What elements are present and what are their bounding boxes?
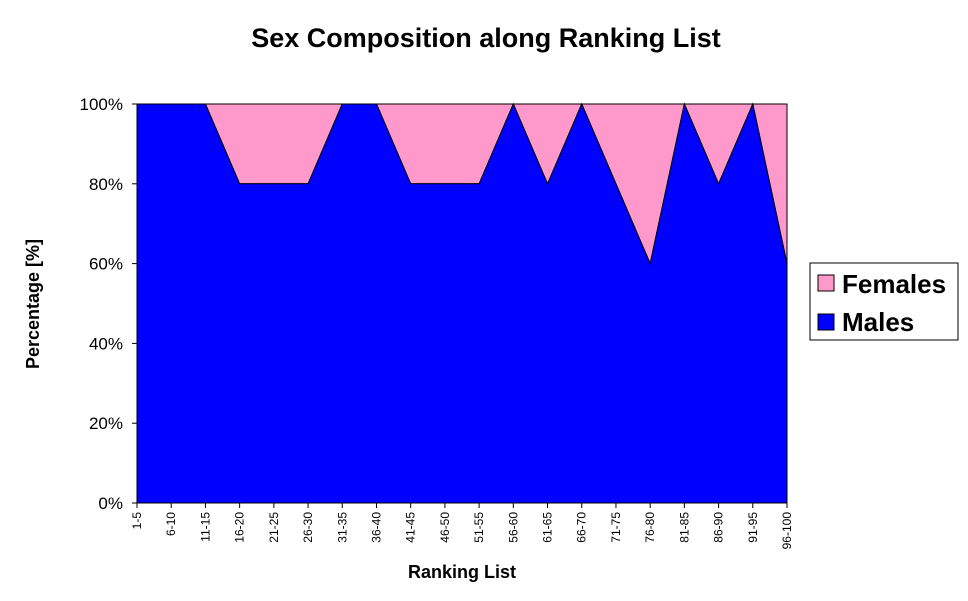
legend-label-males: Males <box>842 307 914 337</box>
legend-swatch-males <box>817 313 835 331</box>
legend-swatch-females <box>817 274 835 292</box>
y-tick-label: 100% <box>80 95 123 114</box>
x-tick-label: 26-30 <box>301 512 315 543</box>
x-tick-label: 36-40 <box>369 512 383 543</box>
legend-label-females: Females <box>842 269 946 299</box>
x-tick-label: 56-60 <box>506 512 520 543</box>
x-tick-label: 81-85 <box>677 512 691 543</box>
x-tick-label: 76-80 <box>643 512 657 543</box>
y-tick-label: 40% <box>89 334 123 353</box>
y-tick-label: 20% <box>89 414 123 433</box>
x-tick-label: 46-50 <box>438 512 452 543</box>
x-tick-label: 91-95 <box>746 512 760 543</box>
series-area-males <box>136 102 788 504</box>
x-axis-title: Ranking List <box>408 562 516 582</box>
x-tick-label: 1-5 <box>130 512 144 530</box>
x-tick-label: 16-20 <box>233 512 247 543</box>
x-tick-label: 96-100 <box>780 512 794 550</box>
x-tick-label: 66-70 <box>575 512 589 543</box>
x-tick-label: 86-90 <box>712 512 726 543</box>
legend-box <box>809 262 959 341</box>
x-tick-label: 41-45 <box>404 512 418 543</box>
x-tick-label: 21-25 <box>267 512 281 543</box>
x-tick-label: 51-55 <box>472 512 486 543</box>
y-axis-title: Percentage [%] <box>23 239 43 369</box>
x-tick-label: 31-35 <box>335 512 349 543</box>
x-tick-label: 11-15 <box>198 512 212 542</box>
y-tick-label: 80% <box>89 175 123 194</box>
y-tick-label: 0% <box>98 494 123 513</box>
x-tick-label: 61-65 <box>541 512 555 543</box>
x-tick-label: 71-75 <box>609 512 623 543</box>
chart-title: Sex Composition along Ranking List <box>251 23 721 53</box>
y-tick-label: 60% <box>89 255 123 274</box>
x-tick-label: 6-10 <box>164 512 178 536</box>
legend: Females Males <box>809 262 959 341</box>
